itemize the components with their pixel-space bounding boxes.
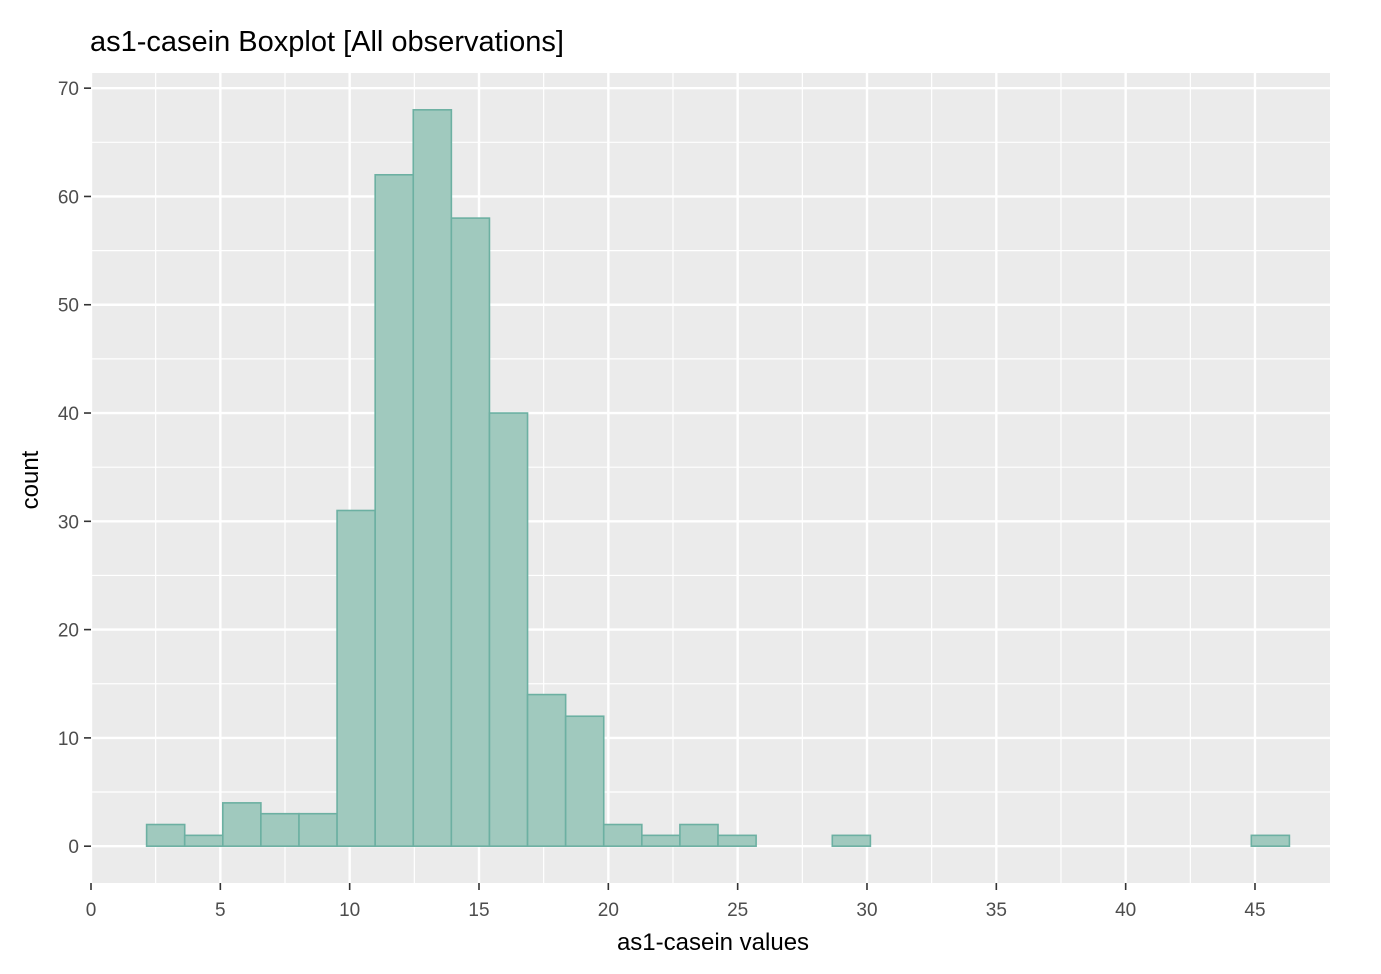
histogram-bar (717, 834, 757, 847)
x-tick-label: 15 (468, 900, 489, 921)
x-tick-label: 0 (86, 900, 97, 921)
minor-gridlines (91, 73, 1330, 883)
y-tick-label: 70 (58, 79, 79, 100)
histogram-bar (526, 693, 567, 847)
y-tick-label: 40 (58, 404, 79, 425)
histogram-bar (260, 812, 300, 847)
histogram-bars (145, 109, 1291, 847)
histogram-bar (145, 823, 186, 847)
plot-panel (91, 73, 1330, 883)
x-axis-ticks: 0 5 10 15 20 25 30 35 40 45 (86, 883, 1266, 921)
x-tick-label: 45 (1244, 900, 1265, 921)
y-tick-label: 0 (68, 837, 79, 858)
x-tick-label: 30 (856, 900, 877, 921)
y-tick-label: 30 (58, 512, 79, 533)
histogram-bar (602, 823, 643, 847)
histogram-bar (374, 173, 415, 847)
x-tick-label: 40 (1115, 900, 1136, 921)
chart-title: as1-casein Boxplot [All observations] (90, 26, 564, 58)
histogram-bar (183, 834, 224, 847)
histogram-bar (679, 823, 719, 847)
y-tick-label: 20 (58, 621, 79, 642)
histogram-bar (488, 412, 529, 847)
y-axis-ticks: 0 10 20 30 40 50 60 70 (58, 79, 91, 858)
x-tick-label: 25 (727, 900, 748, 921)
histogram-bar (221, 802, 262, 847)
y-axis-title: count (17, 450, 44, 509)
x-tick-label: 35 (986, 900, 1007, 921)
x-tick-label: 20 (598, 900, 619, 921)
y-tick-label: 60 (58, 187, 79, 208)
histogram-bar (1250, 834, 1291, 847)
histogram-bar (412, 109, 453, 847)
y-tick-label: 50 (58, 296, 79, 317)
histogram-bar (336, 509, 376, 847)
histogram-bar (641, 834, 681, 847)
x-tick-label: 10 (339, 900, 360, 921)
histogram-bar (450, 217, 491, 847)
x-axis-title: as1-casein values (617, 929, 809, 956)
histogram-bar (564, 715, 605, 847)
y-tick-label: 10 (58, 729, 79, 750)
histogram-bar (298, 812, 338, 847)
x-tick-label: 5 (215, 900, 226, 921)
histogram-bar (831, 834, 872, 847)
